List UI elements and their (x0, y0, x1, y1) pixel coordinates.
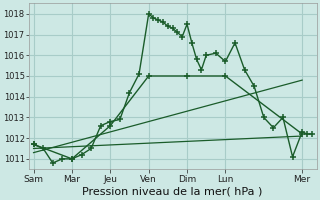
X-axis label: Pression niveau de la mer( hPa ): Pression niveau de la mer( hPa ) (83, 187, 263, 197)
